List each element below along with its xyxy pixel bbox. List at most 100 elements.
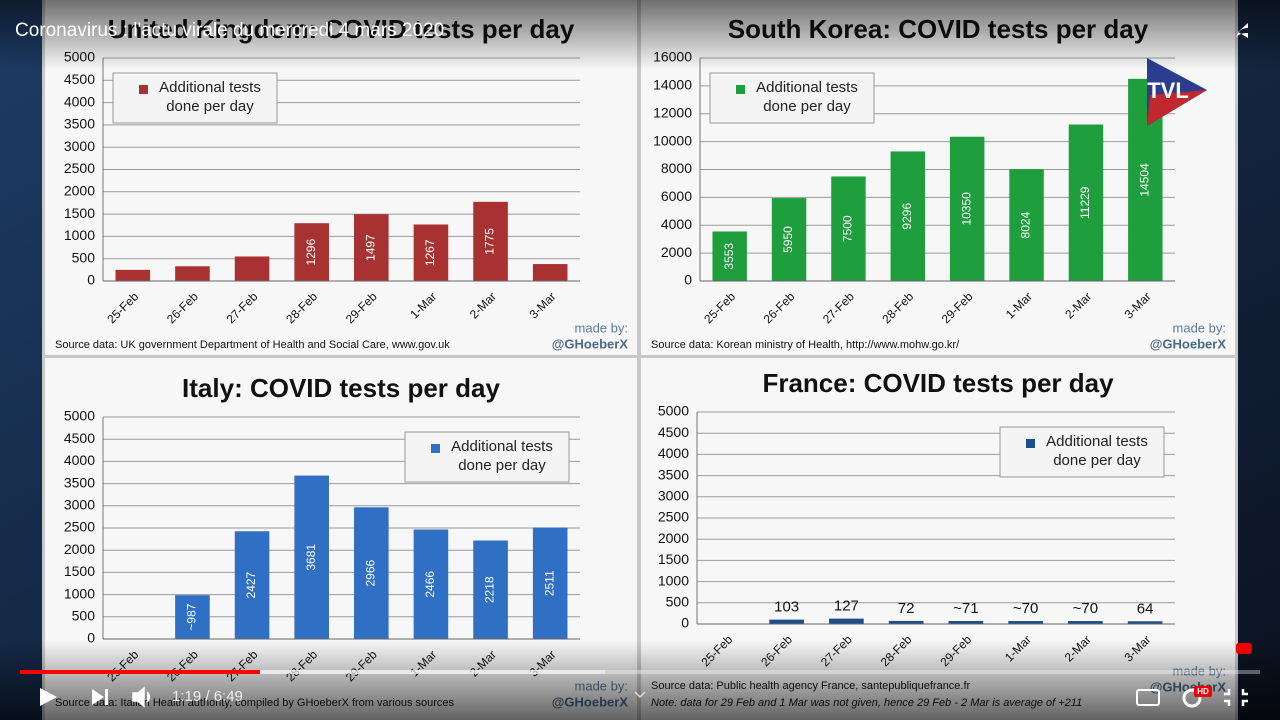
share-button[interactable]: [1236, 23, 1248, 38]
bar-value-label: 72: [898, 600, 915, 617]
bar-value-label: 127: [834, 598, 859, 615]
y-tick-label: 0: [87, 272, 95, 288]
bar: [949, 136, 985, 281]
progress-bar: [20, 670, 260, 674]
legend-swatch: [1026, 439, 1035, 448]
bar-value-label: ~70: [1073, 600, 1098, 617]
y-tick-label: 2000: [64, 541, 95, 557]
y-tick-label: 1000: [64, 227, 95, 243]
buffer-bar: [20, 670, 605, 674]
y-tick-label: 4000: [64, 452, 95, 468]
bar: [175, 266, 210, 281]
bar: [234, 256, 270, 281]
y-tick-label: 2500: [658, 509, 689, 525]
credit-label: made by:: [575, 320, 628, 335]
bar: [413, 224, 449, 281]
legend-entry: Additional tests done per day: [159, 79, 261, 115]
bottom-overlay: [0, 640, 1280, 720]
progress-track[interactable]: [20, 670, 1260, 674]
y-tick-label: 0: [681, 615, 689, 631]
y-tick-label: 10000: [653, 132, 692, 148]
next-button[interactable]: [92, 689, 108, 705]
bar-value-label: 64: [1137, 600, 1154, 617]
y-tick-label: 12000: [653, 104, 692, 120]
y-tick-label: 1000: [64, 585, 95, 601]
settings-button[interactable]: [1182, 688, 1202, 708]
y-tick-label: 4000: [64, 93, 95, 109]
channel-logo: TVL: [1147, 58, 1207, 126]
y-tick-label: 2000: [658, 530, 689, 546]
y-tick-label: 8000: [661, 160, 692, 176]
y-tick-label: 14000: [653, 77, 692, 93]
y-tick-label: 4000: [658, 445, 689, 461]
legend-entry: Additional tests done per day: [451, 438, 553, 474]
y-tick-label: 0: [87, 630, 95, 646]
legend-label: Additional tests done per day: [756, 79, 858, 115]
bar: [532, 527, 568, 639]
credit-label: made by:: [1173, 320, 1226, 335]
y-tick-label: 2500: [64, 160, 95, 176]
y-tick-label: 5000: [658, 403, 689, 419]
legend-swatch: [139, 85, 148, 94]
chart-title: France: COVID tests per day: [762, 368, 1114, 398]
bar-value-label: 2218: [483, 576, 497, 603]
subscribe-icon[interactable]: [1236, 643, 1252, 654]
bar-value-label: 11229: [1078, 186, 1092, 219]
logo-text: TVL: [1147, 78, 1189, 103]
y-tick-label: 3500: [64, 474, 95, 490]
credit: @GHoeberX: [552, 336, 629, 351]
y-tick-label: 3000: [64, 138, 95, 154]
hd-badge-text: HD: [1197, 687, 1209, 696]
bar-value-label: 2966: [363, 559, 377, 586]
bar: [413, 529, 449, 639]
play-button[interactable]: [40, 688, 57, 706]
bar-value-label: 2466: [423, 571, 437, 598]
y-tick-label: 4500: [658, 424, 689, 440]
bar-value-label: 1267: [423, 239, 437, 266]
bar-value-label: 10350: [959, 192, 973, 226]
volume-button[interactable]: [132, 686, 151, 708]
y-tick-label: 4500: [64, 430, 95, 446]
y-tick-label: 3500: [64, 116, 95, 132]
bar: [234, 531, 270, 639]
hd-badge: [1194, 686, 1212, 697]
bar: [771, 198, 807, 281]
y-tick-label: 4000: [661, 216, 692, 232]
bar: [890, 151, 926, 281]
fullscreen-button[interactable]: [1224, 689, 1248, 706]
bar-value-label: 1775: [483, 228, 497, 255]
bar: [294, 475, 329, 639]
legend-swatch: [431, 444, 440, 453]
y-tick-label: 6000: [661, 188, 692, 204]
bar-value-label: 2427: [244, 571, 258, 598]
top-overlay: [0, 0, 1280, 70]
y-tick-label: 1000: [658, 572, 689, 588]
bar-value-label: 103: [774, 599, 799, 616]
legend-label: Additional tests done per day: [1046, 433, 1148, 469]
y-tick-label: 4500: [64, 71, 95, 87]
legend-box: [112, 72, 278, 124]
legend-entry: Additional tests done per day: [1046, 433, 1148, 469]
bar-value-label: 7500: [841, 215, 855, 242]
chapter-chevron[interactable]: [634, 691, 646, 699]
y-tick-label: 5000: [64, 408, 95, 424]
y-tick-label: 1500: [64, 563, 95, 579]
y-tick-label: 1500: [658, 551, 689, 567]
bar-value-label: 1497: [363, 234, 377, 261]
bar: [948, 620, 984, 624]
legend-swatch: [736, 85, 745, 94]
bar: [294, 223, 329, 281]
bar-value-label: ~987: [185, 603, 199, 630]
bar: [473, 540, 508, 639]
source-note: Source data: UK government Department of…: [55, 339, 450, 351]
y-tick-label: 3500: [658, 466, 689, 482]
bar: [712, 231, 747, 281]
subtitles-button[interactable]: [1136, 689, 1160, 706]
legend-label: Additional tests done per day: [159, 79, 261, 115]
y-tick-label: 500: [72, 608, 96, 624]
legend-entry: Additional tests done per day: [756, 79, 858, 115]
bar: [1127, 621, 1163, 624]
y-tick-label: 500: [666, 594, 690, 610]
bar-value-label: 3681: [304, 544, 318, 571]
